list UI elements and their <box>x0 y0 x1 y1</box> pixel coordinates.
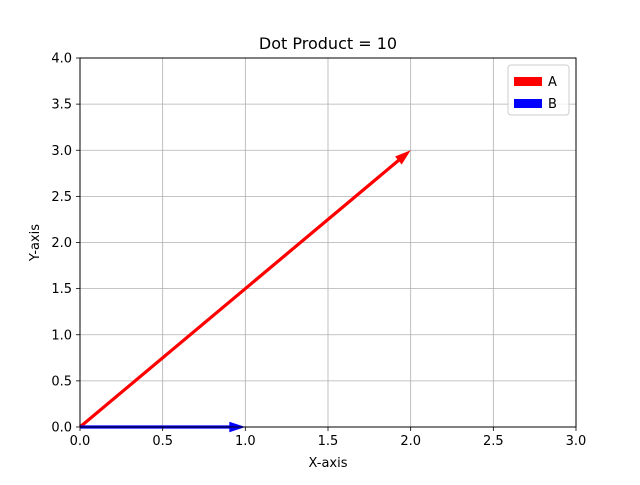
y-tick-label: 1.0 <box>51 328 72 343</box>
x-axis-label: X-axis <box>309 456 348 471</box>
x-tick-label: 2.0 <box>400 434 421 449</box>
legend-label-a: A <box>548 75 557 90</box>
y-axis-label: Y-axis <box>28 224 43 262</box>
x-tick-label: 1.0 <box>235 434 256 449</box>
vector-a-arrow <box>78 150 411 429</box>
y-tick-label: 0.5 <box>51 374 72 389</box>
x-tick-label: 0.0 <box>70 434 91 449</box>
x-tick-label: 1.5 <box>318 434 339 449</box>
x-tick-label: 0.5 <box>152 434 173 449</box>
y-tick-label: 4.0 <box>51 52 72 67</box>
chart-title: Dot Product = 10 <box>259 34 397 53</box>
axis-ticks: 0.0 0.5 1.0 1.5 2.0 2.5 3.0 0.0 0.5 1.0 1.5 2.0 2.5 3… <box>51 52 586 450</box>
y-tick-label: 3.0 <box>51 144 72 159</box>
y-tick-label: 2.0 <box>51 236 72 251</box>
y-tick-label: 1.5 <box>51 282 72 297</box>
legend-swatch-b <box>514 99 542 108</box>
y-tick-label: 2.5 <box>51 190 72 205</box>
y-tick-label: 3.5 <box>51 98 72 113</box>
x-tick-label: 2.5 <box>483 434 504 449</box>
x-tick-label: 3.0 <box>566 434 587 449</box>
legend: AB <box>507 64 570 116</box>
legend-swatch-a <box>514 77 542 86</box>
legend-label-b: B <box>548 97 557 112</box>
y-tick-label: 0.0 <box>51 421 72 436</box>
